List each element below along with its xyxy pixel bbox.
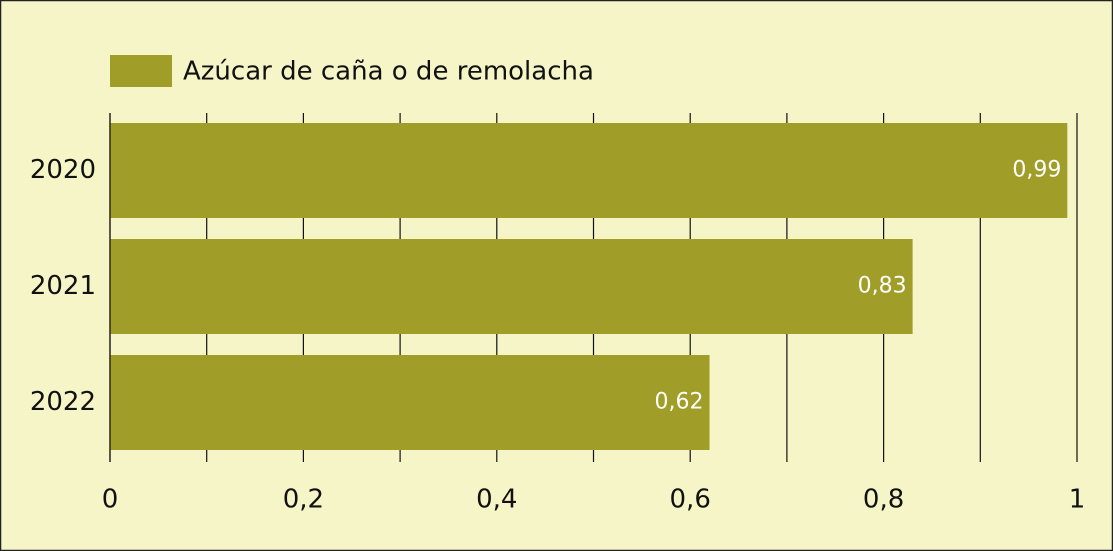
y-tick-label: 2022: [30, 387, 96, 417]
y-tick-label: 2021: [30, 271, 96, 301]
bar: [110, 239, 913, 334]
x-tick-label: 0,4: [476, 485, 517, 515]
x-tick-label: 0,6: [670, 485, 711, 515]
bar: [110, 355, 710, 450]
value-label: 0,83: [858, 274, 907, 299]
value-label: 0,99: [1012, 158, 1061, 183]
bar: [110, 123, 1068, 218]
value-label: 0,62: [655, 390, 704, 415]
x-tick-label: 0,8: [863, 485, 904, 515]
x-tick-label: 0,2: [283, 485, 324, 515]
legend-swatch: [110, 55, 172, 87]
x-tick-label: 1: [1069, 485, 1086, 515]
x-tick-label: 0: [102, 485, 119, 515]
y-tick-label: 2020: [30, 155, 96, 185]
legend-label: Azúcar de caña o de remolacha: [183, 57, 594, 87]
